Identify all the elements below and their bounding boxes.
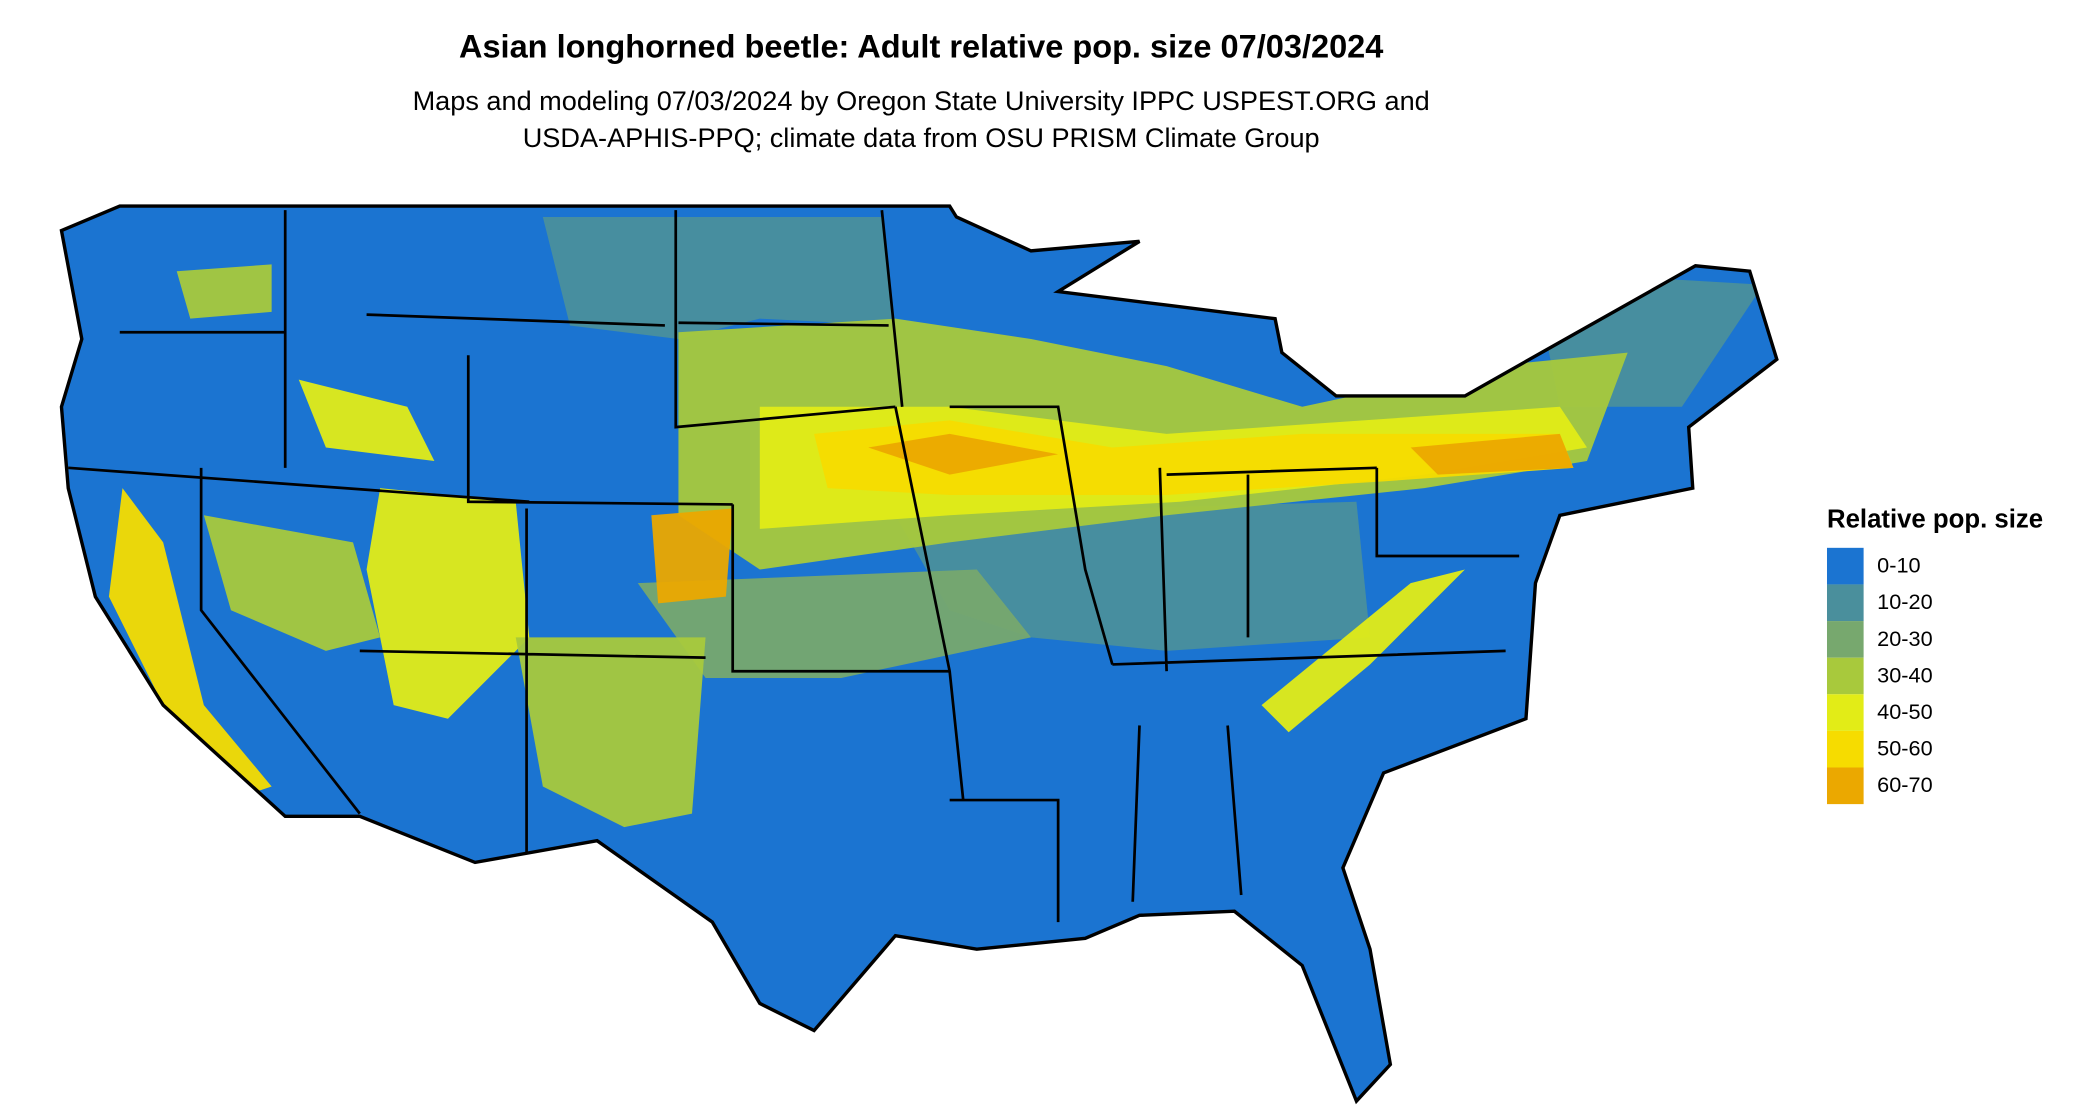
region-fill bbox=[366, 488, 530, 719]
legend-label: 20-30 bbox=[1877, 626, 1932, 651]
legend-swatch bbox=[1826, 547, 1864, 585]
legend-swatch bbox=[1826, 767, 1864, 805]
map-subtitle: USDA-APHIS-PPQ; climate data from OSU PR… bbox=[523, 122, 1320, 153]
region-fill bbox=[203, 515, 381, 651]
legend-label: 50-60 bbox=[1877, 736, 1932, 761]
legend-swatch bbox=[1826, 657, 1864, 695]
legend-label: 0-10 bbox=[1877, 553, 1920, 578]
legend-swatch bbox=[1826, 584, 1864, 622]
region-fill bbox=[651, 508, 733, 604]
map-area bbox=[61, 206, 1777, 1102]
region-fill bbox=[298, 379, 435, 462]
legend-label: 40-50 bbox=[1877, 699, 1932, 724]
region-fill bbox=[1410, 433, 1574, 475]
map-subtitle: Maps and modeling 07/03/2024 by Oregon S… bbox=[413, 85, 1430, 116]
legend-swatch bbox=[1826, 694, 1864, 731]
legend-swatch bbox=[1826, 730, 1864, 768]
legend-label: 10-20 bbox=[1877, 589, 1932, 614]
legend-label: 60-70 bbox=[1877, 772, 1932, 797]
region-fill bbox=[1261, 569, 1465, 733]
region-fill bbox=[814, 420, 1574, 495]
region-fill bbox=[637, 569, 1032, 679]
region-fill bbox=[542, 216, 896, 340]
state-borders bbox=[68, 210, 1520, 923]
legend-title: Relative pop. size bbox=[1827, 506, 2043, 534]
region-fill bbox=[108, 488, 272, 801]
legend-label: 30-40 bbox=[1877, 662, 1932, 687]
region-fill bbox=[868, 433, 1059, 475]
legend-swatch bbox=[1826, 621, 1864, 658]
us-outline bbox=[59, 204, 1779, 1105]
region-fill bbox=[515, 637, 706, 828]
map-title: Asian longhorned beetle: Adult relative … bbox=[459, 28, 1383, 64]
region-fill bbox=[176, 264, 272, 319]
region-fill bbox=[895, 501, 1371, 651]
legend: 0-10 10-20 20-30 30-40 40-50 50-60 60-70 bbox=[1826, 547, 1933, 805]
